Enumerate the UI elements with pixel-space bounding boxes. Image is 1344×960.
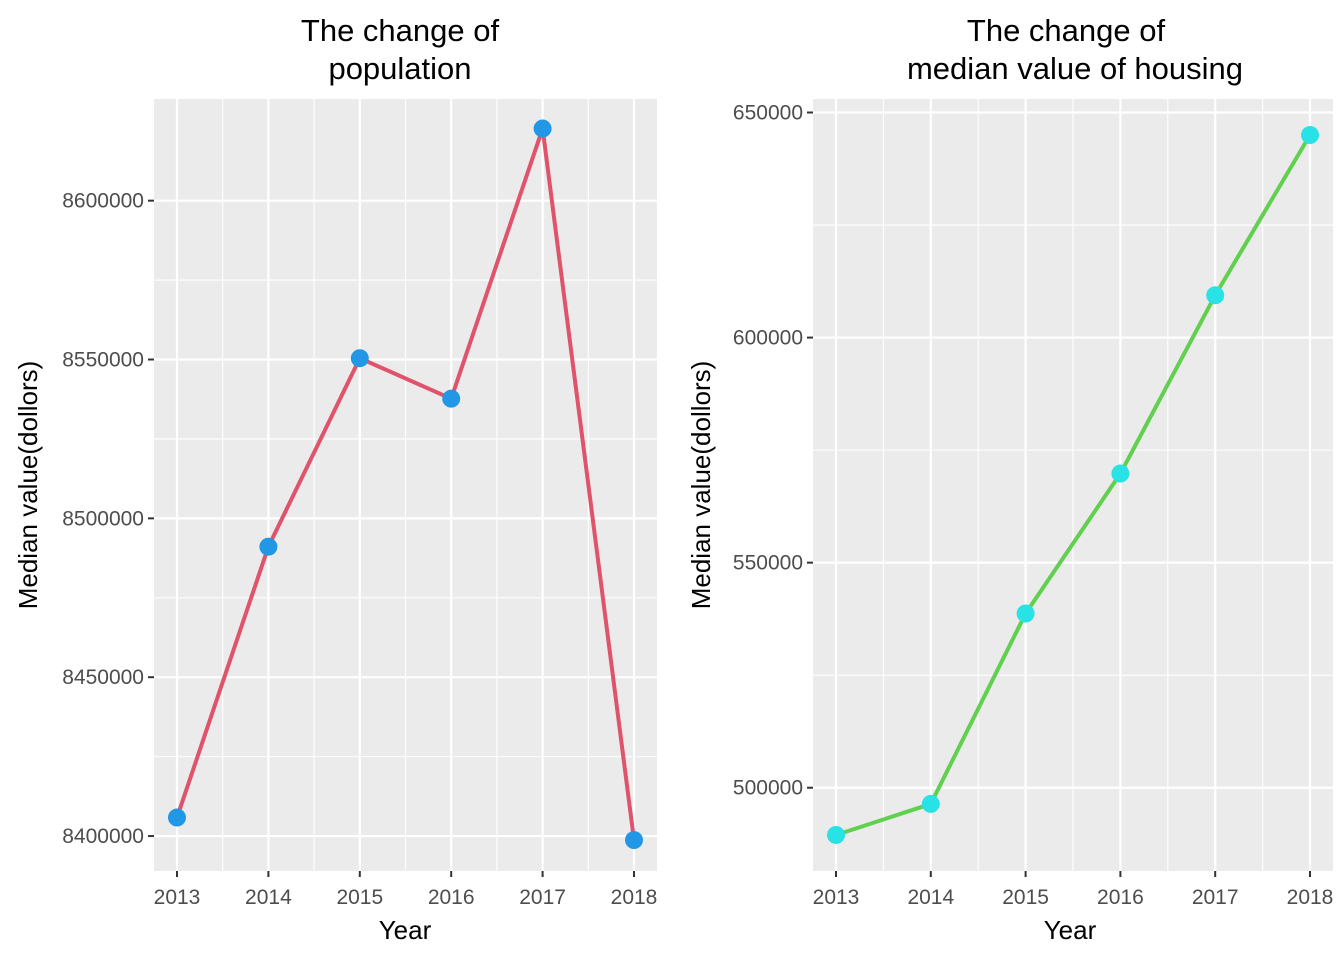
population-chart-title-line-1: The change of xyxy=(301,13,500,48)
housing-y-tick-label: 500000 xyxy=(733,777,803,800)
population-series-line xyxy=(175,126,636,841)
housing-marks xyxy=(827,126,1319,844)
population-marks xyxy=(168,119,643,850)
population-y-tick-label: 8450000 xyxy=(62,666,144,689)
housing-x-tick-label: 2013 xyxy=(813,886,860,909)
population-y-tick-label: 8500000 xyxy=(62,507,144,530)
population-gridlines xyxy=(154,99,657,871)
housing-data-point xyxy=(921,794,940,813)
housing-data-point xyxy=(1206,286,1225,305)
housing-data-point xyxy=(1301,126,1319,145)
population-x-tick-label: 2016 xyxy=(428,886,475,909)
population-y-axis-title: Median value(dollors) xyxy=(13,361,43,610)
housing-y-tick-label: 650000 xyxy=(733,102,803,125)
population-y-tick-label: 8400000 xyxy=(62,825,144,848)
population-x-tick-label: 2017 xyxy=(519,886,566,909)
population-x-tick-label: 2014 xyxy=(245,886,292,909)
housing-series-line xyxy=(835,133,1312,837)
population-data-point xyxy=(350,349,369,368)
population-data-point xyxy=(168,808,186,827)
housing-data-point xyxy=(827,825,845,844)
population-chart-title-line-2: population xyxy=(328,51,471,86)
housing-chart-title-line-1: The change of xyxy=(967,13,1166,48)
housing-x-axis-title: Year xyxy=(1044,915,1097,945)
housing-x-tick-label: 2016 xyxy=(1097,886,1144,909)
housing-y-tick-label: 600000 xyxy=(733,327,803,350)
housing-data-point xyxy=(1111,464,1130,483)
population-data-point xyxy=(442,389,461,408)
population-x-tick-label: 2018 xyxy=(611,886,658,909)
population-data-point xyxy=(625,831,643,850)
population-data-point xyxy=(259,537,278,556)
population-chart: The change of population 840000084500008… xyxy=(13,13,657,945)
housing-x-tick-label: 2014 xyxy=(907,886,954,909)
housing-x-tick-label: 2015 xyxy=(1002,886,1049,909)
housing-gridlines xyxy=(813,99,1333,871)
population-x-tick-label: 2015 xyxy=(336,886,383,909)
population-x-tick-label: 2013 xyxy=(154,886,201,909)
housing-x-axis: 2013 2014 2015 2016 2017 2018 xyxy=(813,871,1334,909)
housing-x-tick-label: 2018 xyxy=(1287,886,1334,909)
housing-y-tick-label: 550000 xyxy=(733,552,803,575)
population-y-tick-label: 8600000 xyxy=(62,190,144,213)
population-data-point xyxy=(533,119,552,138)
housing-data-point xyxy=(1016,604,1035,623)
population-y-tick-label: 8550000 xyxy=(62,349,144,372)
housing-chart: The change of median value of housing 50… xyxy=(686,13,1333,945)
housing-chart-title-line-2: median value of housing xyxy=(907,51,1243,86)
population-x-axis-title: Year xyxy=(379,915,432,945)
population-x-axis: 2013 2014 2015 2016 2017 2018 xyxy=(154,871,658,909)
housing-y-axis-title: Median value(dollors) xyxy=(686,361,716,610)
housing-x-tick-label: 2017 xyxy=(1192,886,1239,909)
population-y-axis: 8400000 8450000 8500000 8550000 8600000 xyxy=(62,190,154,848)
housing-y-axis: 500000 550000 600000 650000 xyxy=(733,102,813,800)
